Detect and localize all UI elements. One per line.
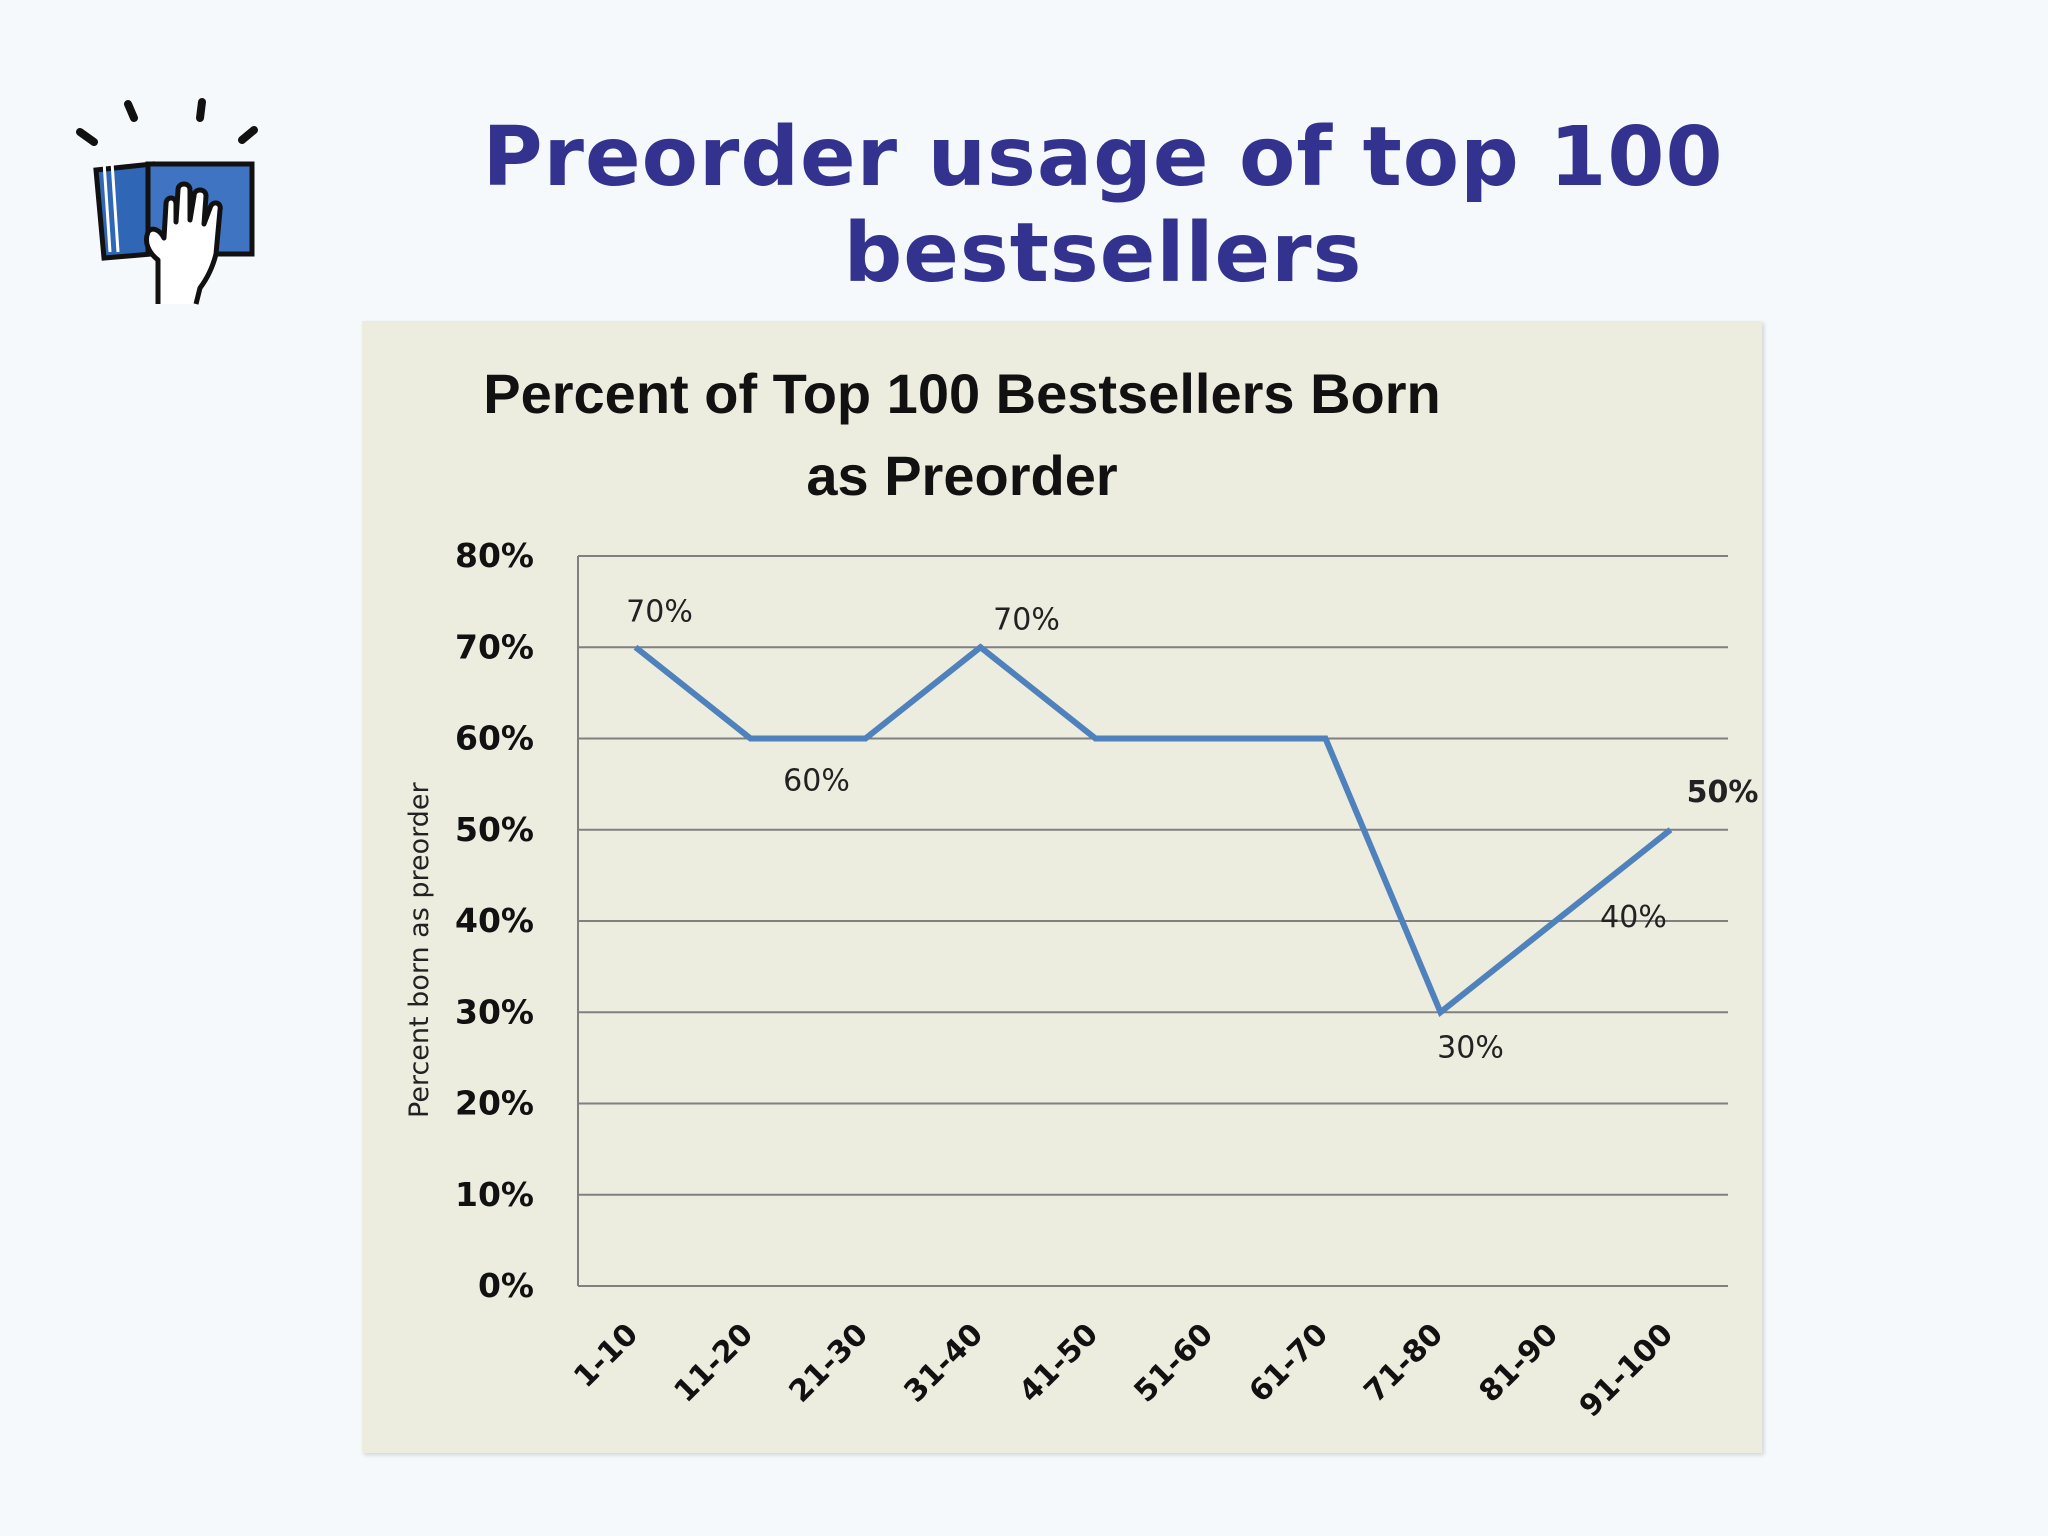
series-line [633, 643, 1673, 1018]
y-tick-label: 20% [455, 1084, 534, 1123]
x-tick-label: 51-60 [1128, 1317, 1221, 1410]
book-with-hand-icon [40, 92, 296, 312]
y-tick-label: 80% [455, 536, 534, 575]
y-tick-label: 70% [455, 627, 534, 666]
x-tick-label: 1-10 [567, 1317, 645, 1395]
data-label: 70% [626, 594, 693, 629]
x-tick-label: 41-50 [1013, 1317, 1106, 1410]
line-chart: 0% 10% 20% 30% 40% 50% 60% 70% 80% 1-10 11-20 21-30… [455, 536, 1759, 1424]
x-tick-label: 11-20 [668, 1317, 761, 1410]
x-tick-label: 81-90 [1473, 1317, 1566, 1410]
data-label: 50% [1687, 775, 1759, 810]
y-tick-label: 10% [455, 1175, 534, 1214]
data-label: 30% [1437, 1030, 1504, 1065]
x-tick-label: 61-70 [1243, 1317, 1336, 1410]
y-tick-label: 60% [455, 719, 534, 758]
slide-title: Preorder usage of top 100 bestsellers [482, 110, 1724, 301]
y-axis-label: Percent born as preorder [404, 782, 435, 1118]
data-label: 40% [1600, 900, 1667, 935]
x-tick-label: 71-80 [1358, 1317, 1451, 1410]
x-tick-label: 21-30 [783, 1317, 876, 1410]
y-tick-label: 0% [478, 1266, 534, 1305]
y-tick-label: 30% [455, 992, 534, 1031]
y-tick-label: 40% [455, 901, 534, 940]
x-tick-label: 31-40 [898, 1317, 991, 1410]
data-label: 70% [993, 602, 1060, 637]
y-tick-label: 50% [455, 810, 534, 849]
chart-frame: 0% 10% 20% 30% 40% 50% 60% 70% 80% 1-10 11-20 21-30… [362, 321, 1762, 1453]
data-label: 60% [783, 764, 850, 799]
x-tick-label: 91-100 [1573, 1317, 1680, 1424]
chart-title: Percent of Top 100 Bestsellers Born as P… [483, 362, 1441, 507]
